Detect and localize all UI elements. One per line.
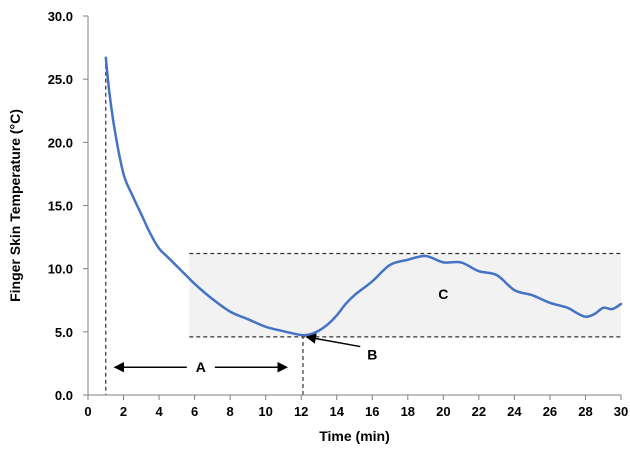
marker-layer [105,57,304,395]
band-c-fill [189,253,621,337]
y-tick-label: 15.0 [48,199,73,214]
x-tick-label: 18 [401,404,415,419]
x-tick-label: 30 [614,404,628,419]
annotation-c-label: C [438,286,448,302]
x-tick-label: 4 [155,404,163,419]
x-tick-label: 16 [365,404,379,419]
x-tick-label: 8 [227,404,234,419]
x-tick-label: 0 [84,404,91,419]
series-layer [104,56,623,337]
x-axis-title: Time (min) [319,428,390,444]
x-tick-label: 26 [543,404,557,419]
x-tick-label: 12 [294,404,308,419]
y-tick-label: 25.0 [48,72,73,87]
x-tick-label: 10 [258,404,272,419]
y-axis-title: Finger Skin Temperature (°C) [7,109,23,302]
x-tick-label: 2 [120,404,127,419]
y-tick-label: 20.0 [48,135,73,150]
x-tick-label: 28 [578,404,592,419]
annotation-b-arrow [305,333,361,348]
x-tick-label: 14 [329,404,344,419]
x-tick-label: 6 [191,404,198,419]
band-layer [189,252,621,338]
y-tick-label: 0.0 [55,388,73,403]
annotation-b-label: B [367,347,377,363]
axes: 0 2 4 6 8 10 12 14 16 18 20 22 24 26 28 300.05.010.015.… [48,9,629,419]
x-tick-label: 24 [507,404,522,419]
annotation-a-label: A [196,359,206,375]
series-line-0 [104,56,623,337]
x-tick-label: 20 [436,404,450,419]
y-tick-label: 5.0 [55,325,73,340]
y-tick-label: 30.0 [48,9,73,24]
annotations: A B C [113,286,448,375]
y-tick-label: 10.0 [48,262,73,277]
x-tick-label: 22 [472,404,486,419]
